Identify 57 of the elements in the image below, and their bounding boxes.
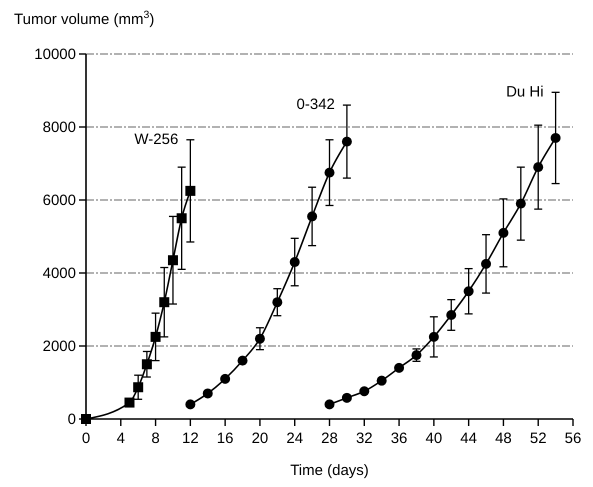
x-tick-label: 32 (356, 430, 373, 447)
point (342, 136, 352, 147)
x-tick-label: 28 (321, 430, 338, 447)
y-axis-title: Tumor volume (mm$^{3}$) (14, 9, 154, 28)
point (550, 132, 561, 143)
point (533, 162, 544, 172)
point (124, 398, 134, 408)
point (359, 386, 370, 396)
point (220, 374, 230, 384)
point (342, 392, 352, 403)
y-tick-label: 4000 (42, 265, 76, 282)
y-tick-label: 2000 (42, 338, 76, 355)
x-axis-title: Time (days) (290, 462, 369, 479)
x-tick-label: 12 (182, 430, 199, 447)
point (254, 334, 265, 344)
text: Du Hi (506, 83, 544, 100)
point (324, 399, 334, 410)
point (176, 213, 187, 224)
y-tick-label: 6000 (42, 192, 76, 209)
x-tick-label: 20 (252, 430, 268, 447)
point (272, 297, 282, 308)
point (376, 376, 387, 386)
y-tick-label: 0 (68, 411, 76, 428)
point (516, 198, 526, 209)
x-tick-label: 4 (116, 430, 125, 447)
point (202, 388, 213, 398)
point (185, 186, 196, 196)
text: W-256 (134, 130, 178, 148)
point (446, 310, 456, 320)
y-tick-label: 10000 (34, 46, 76, 63)
point (133, 382, 144, 392)
point (428, 332, 439, 342)
point (481, 258, 492, 269)
x-tick-label: 40 (426, 430, 442, 447)
x-tick-label: 36 (390, 430, 408, 447)
point (159, 297, 170, 308)
point (142, 359, 152, 370)
x-tick-label: 56 (564, 430, 582, 447)
point (168, 255, 178, 266)
x-tick-label: 16 (216, 430, 234, 447)
point (150, 332, 161, 342)
point (394, 362, 404, 373)
point (498, 228, 508, 238)
x-tick-label: 48 (495, 430, 512, 447)
y-tick-label: 8000 (42, 119, 76, 136)
point (238, 356, 248, 366)
point (185, 399, 196, 410)
series-label: 0-342 (296, 96, 335, 114)
x-tick-label: 0 (82, 430, 90, 447)
point (290, 257, 300, 268)
x-tick-label: 44 (460, 430, 477, 447)
x-tick-label: 52 (530, 430, 547, 447)
point (464, 286, 474, 296)
point (307, 211, 318, 222)
x-tick-label: 24 (286, 430, 304, 447)
point (324, 168, 334, 178)
x-tick-label: 8 (151, 430, 160, 447)
